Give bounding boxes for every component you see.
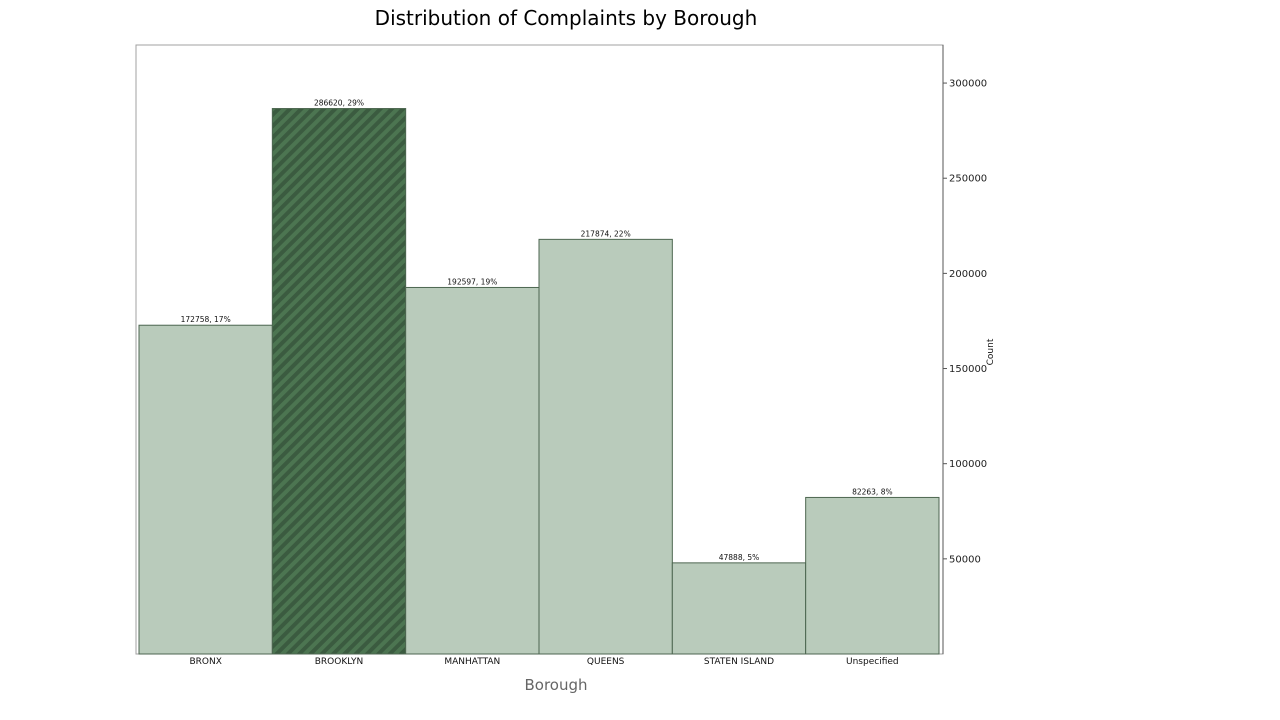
bar-unspecified [805,496,940,655]
y-tick-label: 150000 [949,364,987,375]
x-axis-label: Borough [524,676,588,694]
y-tick-label: 200000 [949,269,987,280]
category-label-queens: QUEENS [587,657,625,667]
chart-title: Distribution of Complaints by Borough [374,6,758,30]
bar-manhattan [405,286,540,655]
category-label-brooklyn: BROOKLYN [315,657,364,667]
data-label-manhattan: 192597, 19% [447,277,497,286]
category-label-staten-island: STATEN ISLAND [704,657,774,667]
bars-group: 172758, 17% 286620, 29% 192597, 19% 217874,… [138,99,940,655]
y-tick-label: 100000 [949,459,987,470]
bar-queens [538,238,673,655]
data-label-bronx: 172758, 17% [181,315,231,324]
bar-bronx [138,324,273,655]
data-label-unspecified: 82263, 8% [852,487,893,496]
y-axis-label: Count [986,338,996,365]
x-axis-categories: BRONX BROOKLYN MANHATTAN QUEENS STATEN ISLAN… [189,657,898,667]
data-label-brooklyn: 286620, 29% [314,99,364,108]
category-label-bronx: BRONX [189,657,221,667]
y-tick-label: 300000 [949,79,987,90]
data-label-queens: 217874, 22% [581,229,631,238]
category-label-manhattan: MANHATTAN [444,657,500,667]
data-label-staten-island: 47888, 5% [719,553,760,562]
y-tick-label: 250000 [949,174,987,185]
y-tick-label: 50000 [949,554,981,565]
bar-brooklyn [271,108,407,655]
category-label-unspecified: Unspecified [846,657,899,667]
y-axis: 50000 100000 150000 200000 250000 300000 [942,45,987,654]
bar-staten-island [671,562,807,655]
